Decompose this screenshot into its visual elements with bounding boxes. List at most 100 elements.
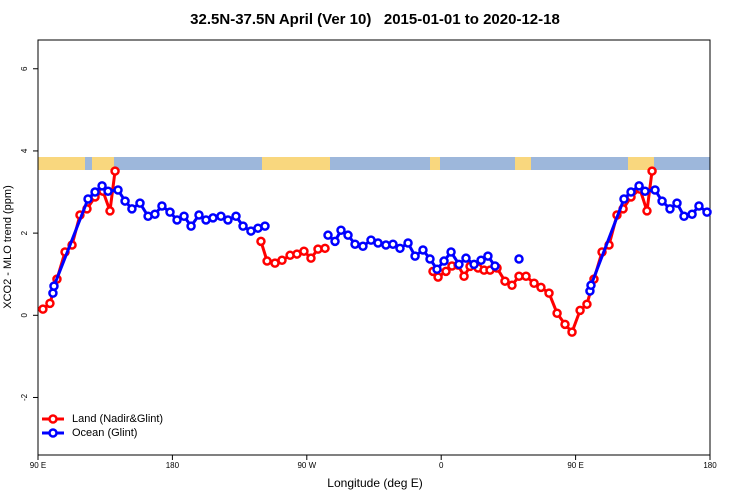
land-strip bbox=[262, 157, 330, 170]
point bbox=[626, 187, 636, 197]
point bbox=[135, 198, 145, 208]
point bbox=[432, 264, 442, 275]
point bbox=[165, 207, 175, 217]
legend-label: Land (Nadir&Glint) bbox=[72, 413, 163, 425]
point bbox=[461, 253, 471, 263]
legend-label: Ocean (Glint) bbox=[72, 427, 137, 439]
point bbox=[231, 211, 241, 222]
point bbox=[586, 280, 596, 291]
point bbox=[260, 221, 270, 231]
point bbox=[403, 238, 413, 248]
point bbox=[634, 181, 644, 191]
point bbox=[45, 298, 55, 309]
point bbox=[672, 198, 682, 208]
point bbox=[642, 206, 652, 216]
point bbox=[343, 230, 353, 240]
point bbox=[336, 225, 346, 235]
point bbox=[582, 299, 592, 309]
land-strip bbox=[38, 157, 85, 170]
point bbox=[619, 194, 629, 204]
point bbox=[425, 254, 435, 264]
point bbox=[113, 185, 123, 195]
point bbox=[410, 251, 420, 261]
point bbox=[194, 210, 204, 220]
point bbox=[323, 230, 333, 240]
point bbox=[446, 247, 456, 257]
point bbox=[306, 253, 316, 263]
x-tick-label: 90 E bbox=[30, 461, 46, 470]
chart-title: 32.5N-37.5N April (Ver 10) 2015-01-01 to… bbox=[190, 11, 560, 28]
point bbox=[650, 185, 660, 195]
point bbox=[640, 186, 650, 196]
point bbox=[49, 281, 59, 291]
y-tick-label: 0 bbox=[20, 313, 29, 318]
point bbox=[441, 266, 451, 277]
point bbox=[544, 288, 554, 298]
point bbox=[90, 187, 100, 197]
point bbox=[647, 166, 657, 176]
point bbox=[256, 236, 266, 247]
point bbox=[208, 213, 218, 223]
y-tick-label: -2 bbox=[20, 393, 29, 401]
point bbox=[694, 201, 704, 211]
point bbox=[395, 243, 405, 254]
point bbox=[172, 215, 182, 225]
x-tick-label: 180 bbox=[703, 461, 717, 470]
point bbox=[238, 221, 248, 231]
point bbox=[439, 256, 449, 266]
point bbox=[388, 239, 398, 249]
point bbox=[665, 204, 675, 214]
x-axis-label: Longitude (deg E) bbox=[327, 476, 422, 490]
point bbox=[476, 255, 486, 265]
point bbox=[157, 201, 167, 211]
point bbox=[105, 206, 115, 216]
point bbox=[223, 215, 233, 225]
plot-frame bbox=[37, 39, 711, 456]
point bbox=[150, 209, 160, 219]
land-strip bbox=[430, 157, 440, 170]
point bbox=[330, 236, 340, 247]
point bbox=[514, 254, 524, 264]
series-line bbox=[41, 170, 654, 335]
point bbox=[418, 245, 428, 255]
point bbox=[216, 211, 226, 222]
point bbox=[277, 255, 287, 265]
point bbox=[507, 280, 517, 291]
x-tick-label: 90 E bbox=[567, 461, 583, 470]
legend-marker bbox=[48, 428, 58, 438]
point bbox=[358, 241, 368, 252]
point bbox=[83, 194, 93, 204]
point bbox=[373, 238, 383, 248]
point bbox=[702, 207, 712, 217]
point bbox=[521, 271, 531, 282]
point bbox=[454, 259, 464, 270]
point bbox=[657, 196, 667, 206]
y-tick-label: 4 bbox=[20, 148, 29, 153]
x-tick-label: 0 bbox=[439, 461, 444, 470]
land-strip bbox=[515, 157, 531, 170]
x-tick-label: 90 W bbox=[297, 461, 316, 470]
point bbox=[127, 204, 137, 214]
point bbox=[679, 211, 689, 222]
point bbox=[490, 261, 500, 271]
land-strip bbox=[92, 157, 114, 170]
point bbox=[687, 209, 697, 219]
x-tick-label: 180 bbox=[166, 461, 180, 470]
point bbox=[500, 276, 510, 286]
ocean-strip bbox=[38, 157, 710, 170]
point bbox=[103, 186, 113, 196]
point bbox=[552, 308, 562, 318]
legend-marker bbox=[48, 414, 58, 424]
point bbox=[469, 259, 479, 270]
point bbox=[350, 239, 360, 249]
land-strip bbox=[628, 157, 654, 170]
point bbox=[120, 196, 130, 206]
point bbox=[575, 305, 585, 316]
point bbox=[560, 319, 570, 330]
y-tick-label: 2 bbox=[20, 230, 29, 235]
point bbox=[110, 166, 120, 176]
point bbox=[179, 211, 189, 222]
point bbox=[529, 278, 539, 288]
point bbox=[299, 246, 309, 256]
point bbox=[459, 271, 469, 282]
